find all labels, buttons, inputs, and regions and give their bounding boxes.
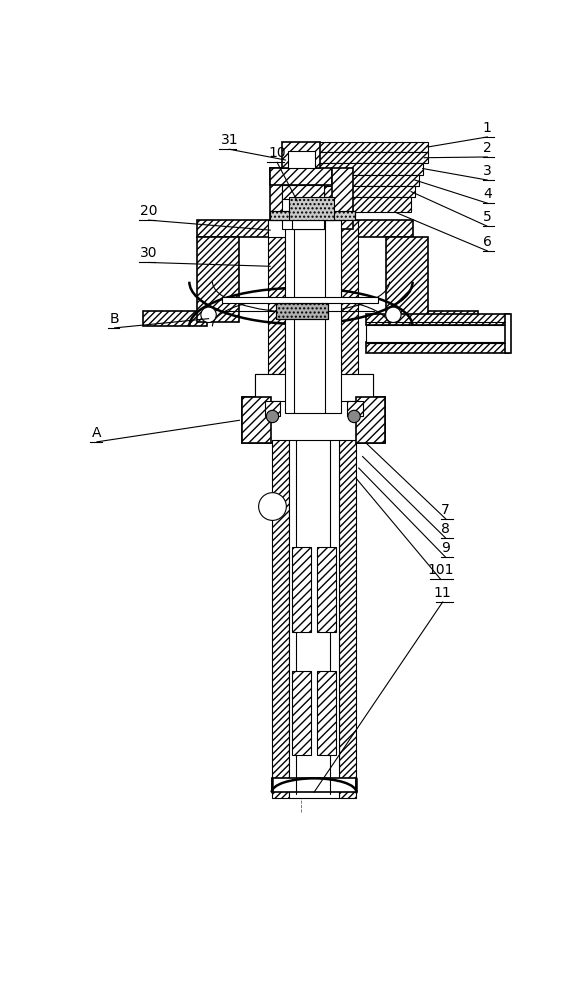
- Bar: [241, 397, 385, 443]
- Circle shape: [259, 493, 287, 520]
- Circle shape: [348, 410, 360, 423]
- Text: 7: 7: [441, 503, 450, 517]
- Bar: [268, 220, 337, 237]
- Circle shape: [386, 307, 401, 323]
- Text: 20: 20: [140, 204, 157, 218]
- Text: 101: 101: [427, 563, 453, 577]
- Circle shape: [266, 410, 278, 423]
- Text: B: B: [110, 312, 119, 326]
- Bar: [339, 440, 356, 798]
- Bar: [289, 440, 339, 798]
- Bar: [197, 237, 239, 322]
- Bar: [301, 186, 415, 197]
- Bar: [276, 303, 328, 319]
- Bar: [282, 185, 324, 199]
- Bar: [367, 325, 509, 342]
- Bar: [270, 211, 355, 220]
- Text: 3: 3: [483, 164, 492, 178]
- Bar: [282, 185, 324, 229]
- Bar: [350, 374, 372, 401]
- Bar: [272, 440, 289, 798]
- Bar: [367, 314, 509, 325]
- Text: 31: 31: [221, 133, 238, 147]
- Bar: [197, 220, 413, 237]
- Bar: [347, 401, 362, 416]
- Text: 8: 8: [441, 522, 450, 536]
- Text: 4: 4: [483, 187, 492, 201]
- Bar: [285, 220, 341, 413]
- Bar: [288, 151, 315, 168]
- Bar: [276, 303, 328, 319]
- Text: 5: 5: [483, 210, 492, 224]
- Bar: [268, 220, 285, 413]
- Bar: [332, 168, 353, 229]
- Bar: [305, 175, 419, 186]
- Bar: [367, 342, 509, 353]
- Bar: [309, 163, 423, 175]
- Bar: [313, 152, 428, 163]
- Bar: [317, 671, 336, 755]
- Bar: [386, 237, 428, 322]
- Bar: [255, 374, 278, 401]
- Text: 2: 2: [483, 141, 492, 155]
- Bar: [222, 297, 378, 303]
- Bar: [255, 374, 372, 401]
- Text: 11: 11: [434, 586, 452, 600]
- Bar: [265, 401, 280, 416]
- Bar: [282, 142, 320, 168]
- Bar: [292, 547, 311, 632]
- Bar: [505, 314, 511, 353]
- Bar: [341, 220, 358, 413]
- Bar: [290, 197, 334, 220]
- Circle shape: [201, 307, 217, 323]
- Bar: [292, 199, 324, 229]
- Text: 6: 6: [483, 235, 492, 249]
- Bar: [272, 778, 357, 792]
- Bar: [413, 311, 478, 326]
- Text: 30: 30: [140, 246, 157, 260]
- Bar: [270, 168, 332, 185]
- Bar: [292, 671, 311, 755]
- Bar: [297, 197, 411, 212]
- Bar: [241, 397, 271, 443]
- Bar: [316, 142, 428, 152]
- Bar: [317, 547, 336, 632]
- Bar: [270, 168, 292, 229]
- Bar: [356, 397, 385, 443]
- Text: 9: 9: [441, 541, 450, 555]
- Bar: [143, 311, 207, 326]
- Text: A: A: [92, 426, 102, 440]
- Text: 10: 10: [268, 146, 286, 160]
- Text: 1: 1: [483, 121, 492, 135]
- Bar: [270, 211, 355, 220]
